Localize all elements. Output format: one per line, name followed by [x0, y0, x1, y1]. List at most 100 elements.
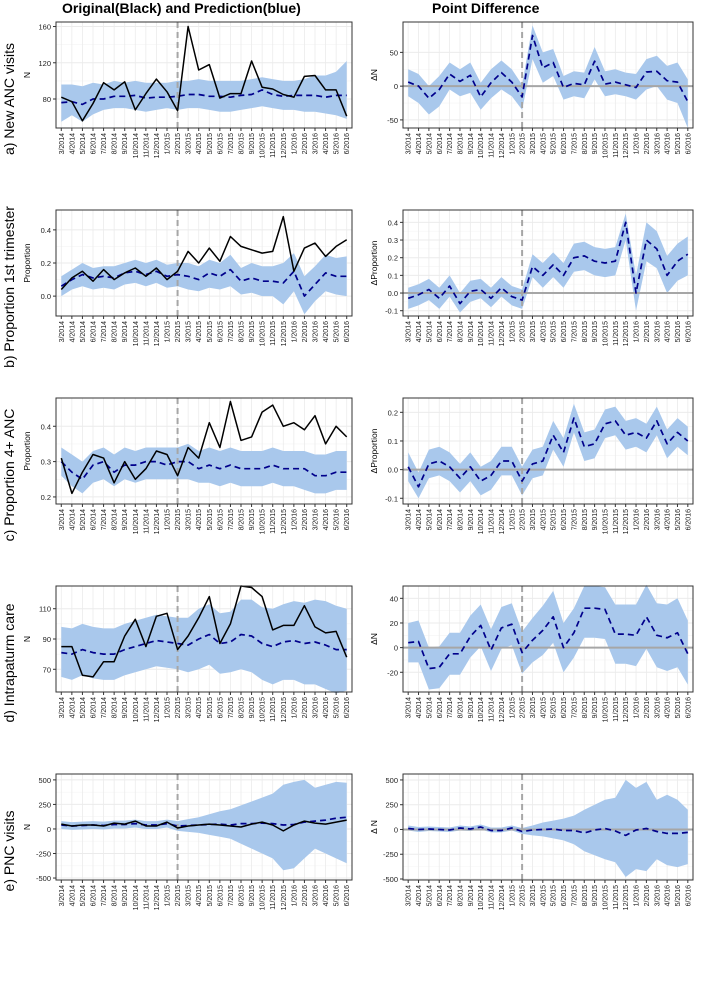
x-tick-label: 3/2015	[186, 509, 193, 531]
series-prediction	[61, 633, 347, 655]
x-tick-label: 8/2015	[239, 885, 246, 907]
x-tick-label: 11/2015	[613, 885, 620, 910]
x-tick-label: 1/2016	[291, 321, 298, 343]
x-tick-label: 6/2014	[91, 885, 98, 907]
x-tick-label: 2/2016	[302, 697, 309, 719]
y-axis-title: N	[22, 72, 32, 78]
x-tick-label: 12/2014	[499, 133, 506, 158]
x-tick-label: 4/2016	[323, 885, 330, 907]
x-tick-label: 4/2015	[540, 885, 547, 907]
x-tick-label: 4/2015	[196, 509, 203, 531]
x-tick-label: 5/2015	[207, 133, 214, 155]
x-tick-label: 12/2015	[623, 321, 630, 346]
x-tick-label: 9/2015	[249, 509, 256, 531]
x-tick-label: 2/2015	[520, 321, 527, 343]
x-tick-label: 7/2014	[101, 885, 108, 907]
x-tick-label: 6/2015	[561, 697, 568, 719]
x-tick-label: 12/2014	[154, 321, 161, 346]
x-tick-label: 5/2014	[426, 885, 433, 907]
x-tick-label: 3/2014	[59, 133, 66, 155]
x-tick-label: 1/2015	[165, 509, 172, 531]
x-tick-label: 10/2014	[133, 509, 140, 534]
x-tick-label: 9/2015	[249, 697, 256, 719]
panel-frame	[402, 21, 694, 129]
x-tick-label: 7/2015	[228, 321, 235, 343]
y-tick-label: 0.4	[41, 226, 51, 235]
y-tick-label: 500	[38, 776, 51, 785]
y-tick-label: -50	[387, 116, 398, 125]
x-tick-label: 5/2016	[334, 885, 341, 907]
x-tick-label: 11/2014	[489, 885, 496, 910]
panel-frame	[55, 773, 353, 881]
x-tick-label: 3/2015	[186, 697, 193, 719]
x-tick-label: 8/2014	[112, 697, 119, 719]
panel-frame	[55, 397, 353, 505]
x-tick-label: 5/2015	[551, 321, 558, 343]
x-tick-label: 7/2015	[228, 885, 235, 907]
x-tick-label: 4/2014	[416, 321, 423, 343]
x-tick-label: 3/2016	[654, 509, 661, 531]
x-tick-label: 5/2014	[80, 321, 87, 343]
x-tick-label: 8/2014	[112, 321, 119, 343]
x-tick-label: 7/2014	[447, 697, 454, 719]
panel-frame	[402, 585, 694, 693]
x-tick-label: 5/2015	[207, 885, 214, 907]
x-tick-label: 6/2014	[437, 509, 444, 531]
y-tick-label: 0.0	[388, 466, 398, 475]
x-tick-label: 7/2014	[101, 697, 108, 719]
x-tick-label: 1/2016	[291, 133, 298, 155]
confidence-band	[408, 25, 688, 128]
x-tick-label: 1/2015	[165, 321, 172, 343]
x-tick-label: 12/2015	[623, 509, 630, 534]
left-column-title: Original(Black) and Prediction(blue)	[62, 0, 301, 16]
x-tick-label: 10/2015	[260, 697, 267, 722]
y-tick-label: 0.0	[388, 289, 398, 298]
y-tick-label: 0	[47, 825, 51, 834]
x-tick-label: 10/2015	[602, 321, 609, 346]
x-tick-label: 8/2015	[582, 321, 589, 343]
x-tick-label: 4/2014	[69, 133, 76, 155]
x-tick-label: 10/2014	[133, 697, 140, 722]
y-tick-label: -500	[383, 875, 398, 884]
x-tick-label: 4/2014	[69, 321, 76, 343]
x-tick-label: 4/2015	[196, 133, 203, 155]
x-tick-label: 11/2014	[143, 885, 150, 910]
row-label: d) Intrapaturm care	[1, 603, 17, 722]
y-tick-label: 500	[385, 776, 398, 785]
x-tick-label: 5/2014	[80, 133, 87, 155]
x-tick-label: 12/2014	[154, 885, 161, 910]
x-tick-label: 3/2015	[530, 321, 537, 343]
y-tick-label: 110	[39, 605, 51, 614]
x-tick-label: 2/2016	[644, 885, 651, 907]
plot-area	[56, 22, 352, 128]
x-tick-label: 5/2014	[80, 885, 87, 907]
x-tick-label: 1/2016	[634, 697, 641, 719]
x-tick-label: 8/2014	[112, 885, 119, 907]
right-column-title: Point Difference	[432, 0, 540, 16]
y-axis-title: Proportion	[22, 243, 32, 282]
x-tick-label: 5/2016	[675, 321, 682, 343]
x-tick-label: 3/2014	[406, 321, 413, 343]
x-tick-label: 2/2016	[302, 133, 309, 155]
x-tick-label: 7/2014	[447, 509, 454, 531]
panel-frame	[402, 397, 694, 505]
x-tick-label: 7/2015	[228, 509, 235, 531]
x-tick-label: 3/2016	[313, 321, 320, 343]
x-tick-label: 10/2014	[478, 133, 485, 158]
x-tick-label: 12/2014	[154, 509, 161, 534]
x-tick-label: 6/2014	[91, 509, 98, 531]
x-tick-label: 11/2015	[270, 509, 277, 534]
x-tick-label: 8/2014	[457, 509, 464, 531]
x-tick-label: 3/2015	[530, 697, 537, 719]
x-tick-label: 11/2014	[489, 509, 496, 534]
y-tick-label: 0.4	[388, 218, 398, 227]
series-difference	[407, 34, 689, 103]
x-tick-label: 11/2015	[270, 885, 277, 910]
x-tick-label: 3/2014	[406, 697, 413, 719]
x-tick-label: 8/2014	[112, 133, 119, 155]
y-axis-title: ΔProportion	[369, 240, 379, 285]
x-tick-label: 5/2014	[80, 509, 87, 531]
x-tick-label: 1/2015	[165, 885, 172, 907]
y-tick-label: 0.2	[41, 259, 51, 268]
x-tick-label: 7/2014	[447, 321, 454, 343]
